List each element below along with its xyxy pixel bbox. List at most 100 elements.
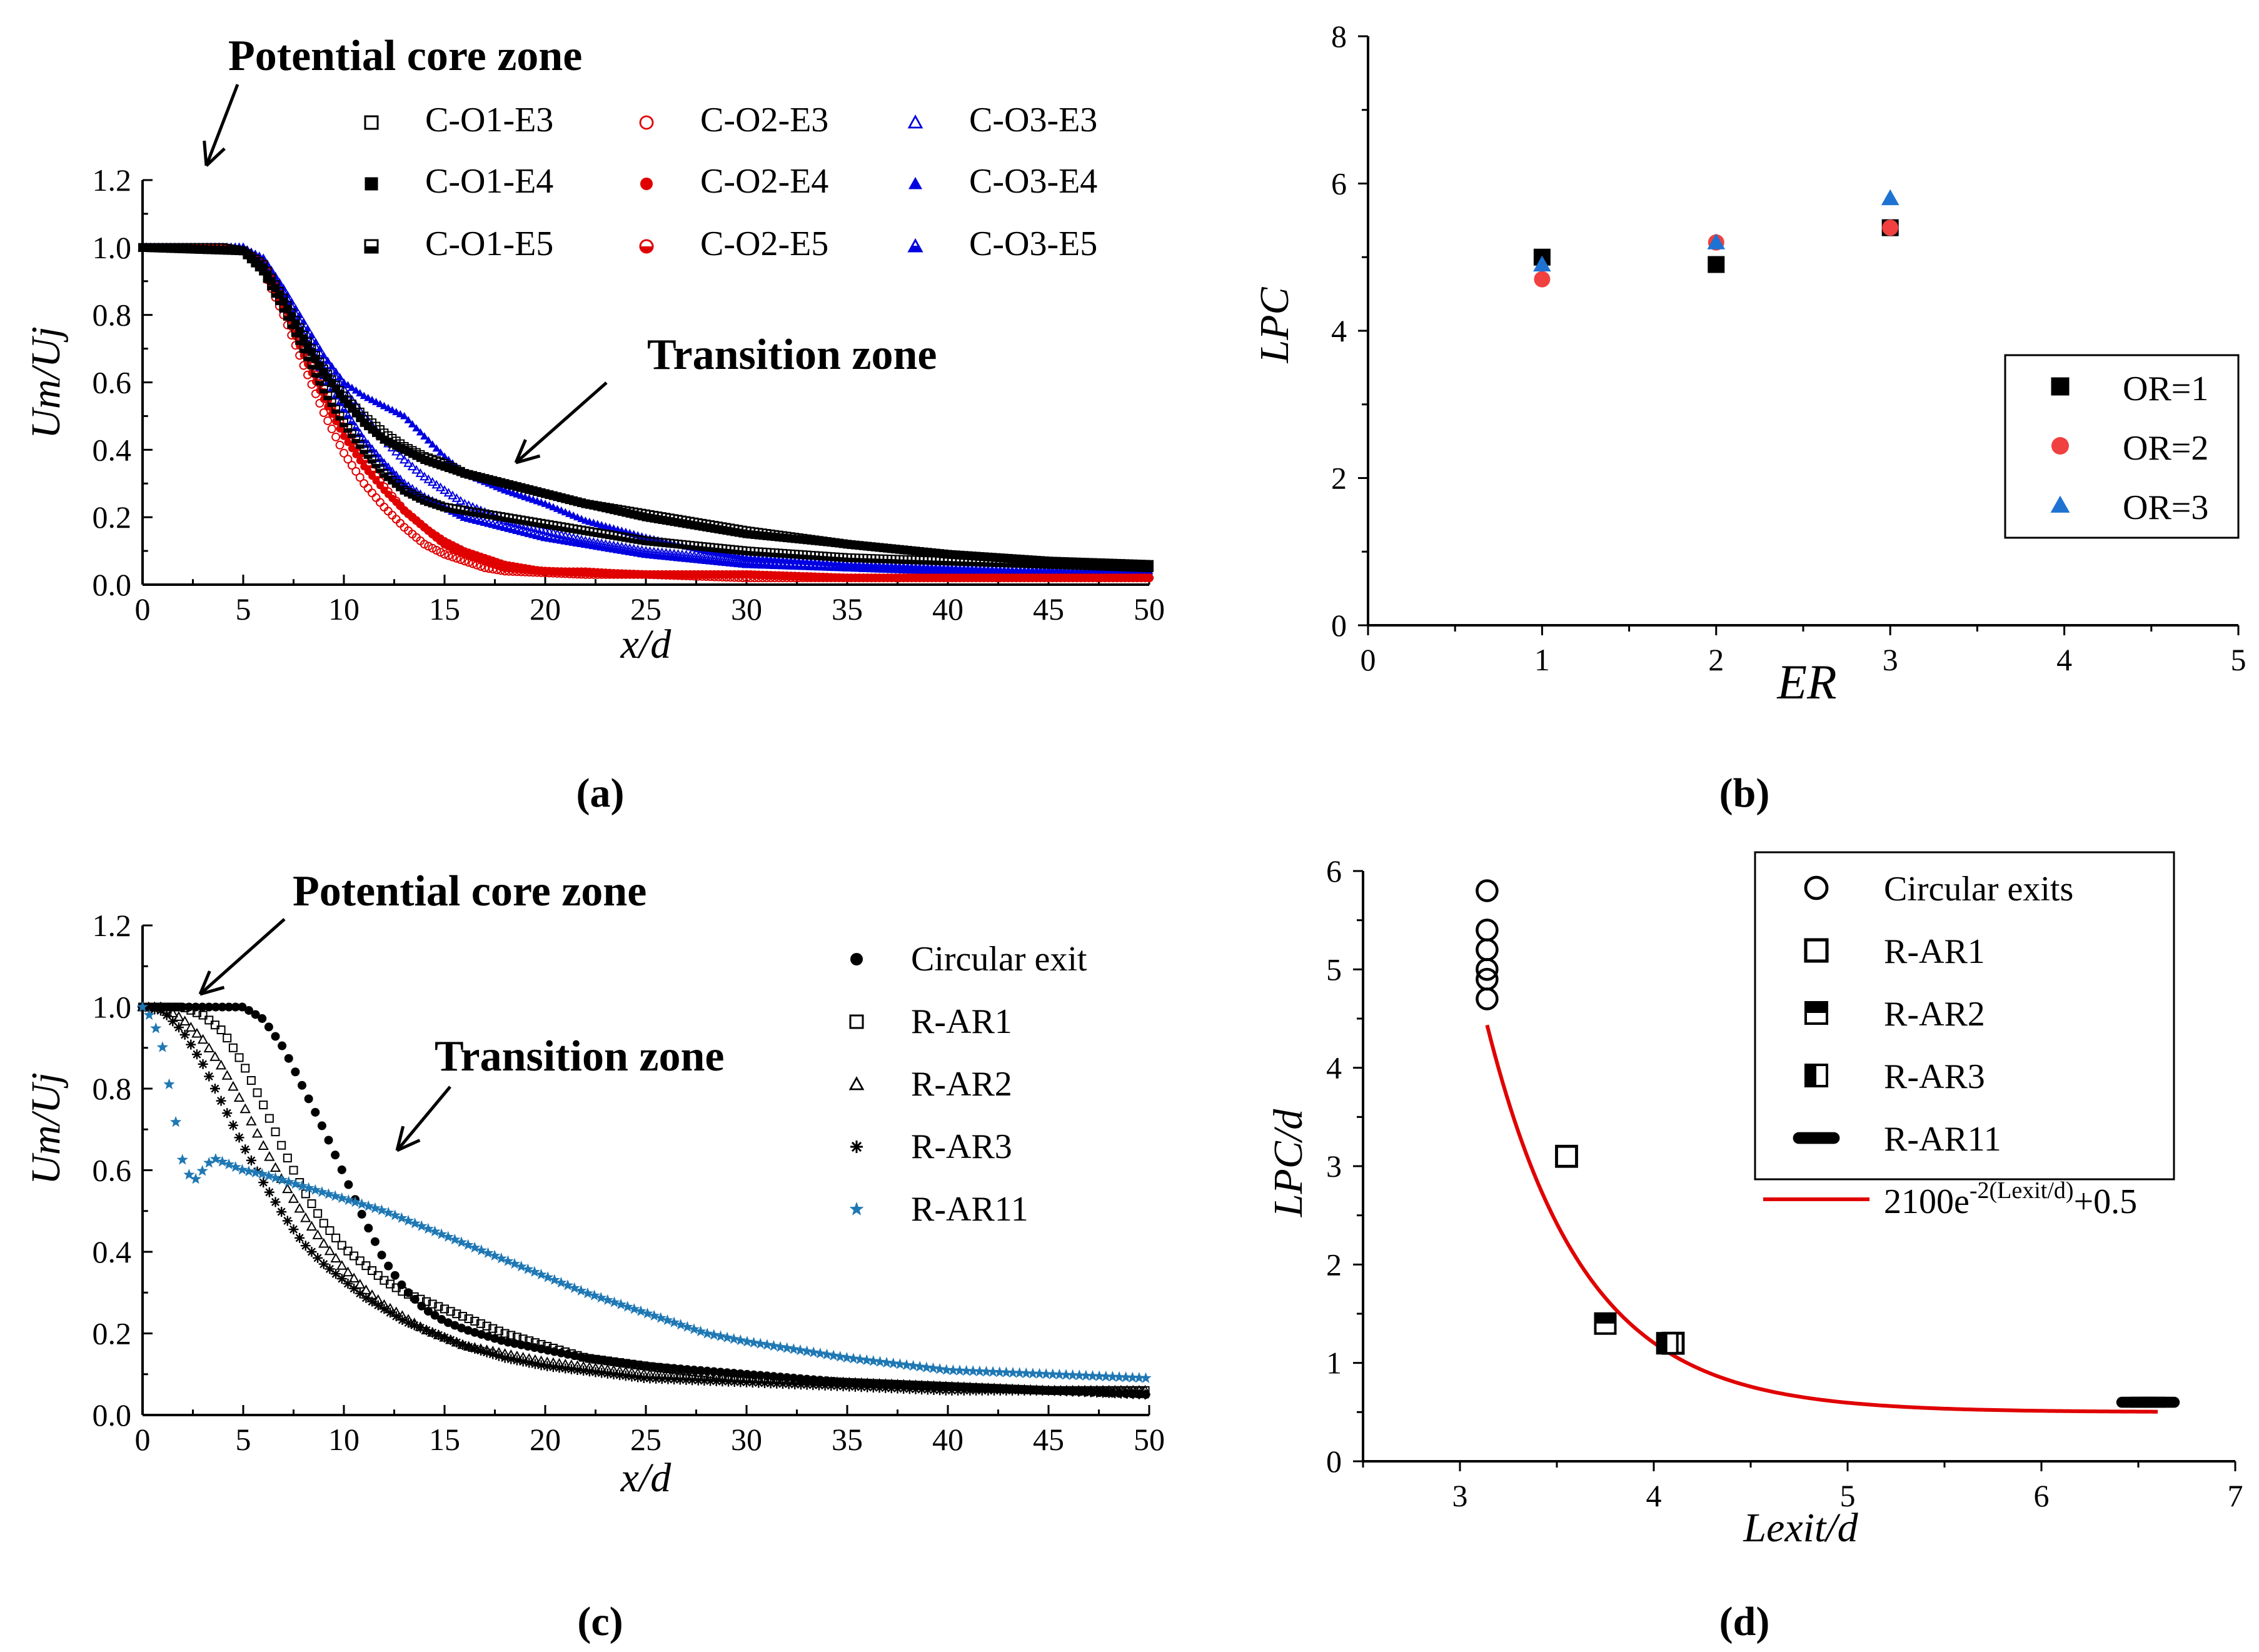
data-point (361, 1261, 371, 1271)
panel-c-chart: 0 5 10 15 20 25 30 35 40 45 50 0.0 0.2 0.4 0.6 0.8 1.0 1.… (23, 867, 1165, 1501)
data-point (455, 1236, 468, 1247)
data-point (736, 1369, 745, 1378)
data-point (1027, 1367, 1039, 1379)
data-point (351, 386, 360, 394)
data-point (995, 1384, 1004, 1393)
data-point (284, 1054, 293, 1063)
legend-item: C-O3-E4 (908, 162, 1097, 201)
data-point (403, 458, 413, 467)
data-point (1115, 1389, 1124, 1398)
data-point (376, 1204, 388, 1216)
data-point (402, 1214, 415, 1226)
data-point (234, 1132, 244, 1143)
data-point (603, 1356, 612, 1366)
data-point (417, 1301, 426, 1311)
data-point (967, 1365, 979, 1376)
data-point (670, 1364, 679, 1373)
y-tick-label: 6 (1326, 854, 1342, 889)
data-point (476, 1330, 486, 1339)
data-point (1014, 1367, 1025, 1378)
data-point (1075, 1387, 1084, 1396)
data-point (216, 1025, 226, 1035)
data-point (323, 1188, 335, 1199)
data-point (703, 1366, 712, 1376)
data-point (1002, 1384, 1011, 1394)
legend-marker (1804, 938, 1829, 963)
plot-area (136, 1000, 1152, 1400)
data-point (443, 1318, 453, 1327)
data-point (300, 1241, 311, 1251)
data-point (311, 338, 320, 345)
data-point (683, 1365, 692, 1374)
x-axis-label: Lexit/d (1743, 1505, 1858, 1551)
data-point (191, 1049, 202, 1060)
data-point (211, 1002, 220, 1012)
data-point (282, 1183, 293, 1194)
data-point (663, 1363, 672, 1372)
data-point (364, 1224, 373, 1233)
x-axis-label: ER (1776, 655, 1836, 709)
data-point (902, 1380, 911, 1389)
data-point (553, 1357, 565, 1368)
data-point (343, 455, 353, 464)
data-point (327, 424, 336, 433)
data-point (590, 1354, 599, 1364)
data-point (360, 1284, 372, 1294)
annotation-potential-core: Potential core zone (228, 32, 582, 80)
data-point (313, 1209, 323, 1218)
caption-c: (c) (577, 1599, 623, 1644)
legend-item: Circular exits (1804, 870, 2073, 909)
x-tick-label: 15 (429, 1422, 460, 1457)
data-point (1009, 1384, 1018, 1394)
y-tick-label: 0.8 (93, 1071, 132, 1106)
data-point (662, 1314, 673, 1326)
data-point (608, 1364, 620, 1375)
legend-label: C-O1-E5 (425, 224, 553, 263)
data-point (475, 1244, 488, 1256)
data-point (1067, 1369, 1079, 1381)
data-point (204, 1071, 214, 1082)
y-tick-label: 0.4 (93, 1234, 132, 1269)
data-point (316, 1186, 328, 1197)
data-point (156, 1041, 169, 1052)
data-point (151, 1002, 161, 1012)
data-point (464, 1314, 473, 1324)
data-point (702, 1327, 713, 1339)
y-tick-label: 0 (1331, 608, 1347, 643)
data-point (249, 1166, 261, 1178)
data-point (620, 1366, 631, 1376)
data-point (469, 1241, 481, 1253)
data-point (424, 541, 433, 551)
data-point (894, 1358, 906, 1369)
data-point (511, 1350, 523, 1361)
data-point (337, 1165, 346, 1174)
y-tick-label: 1 (1326, 1346, 1342, 1381)
data-point (564, 531, 575, 541)
data-point (440, 485, 450, 494)
data-point (975, 1383, 984, 1393)
data-point (228, 1080, 239, 1091)
x-tick-label: 20 (530, 592, 561, 627)
data-point (568, 532, 578, 541)
data-point (882, 1379, 892, 1389)
data-point (442, 1231, 454, 1242)
data-point (330, 1252, 341, 1263)
data-point (1034, 1367, 1045, 1379)
data-point (433, 1329, 445, 1339)
data-point (583, 1354, 592, 1363)
data-point (349, 1196, 361, 1207)
data-point (409, 1317, 420, 1327)
y-axis-label: Um/Uj (23, 326, 69, 439)
data-point (623, 1359, 632, 1368)
caption-a: (a) (576, 770, 625, 816)
data-point (1068, 1387, 1077, 1396)
legend-item: R-AR11 (849, 1190, 1029, 1229)
data-point (448, 552, 457, 562)
data-point (630, 1360, 639, 1369)
data-point (571, 1360, 583, 1371)
data-point (1881, 189, 1899, 206)
data-point (300, 1212, 311, 1222)
data-point (505, 1349, 516, 1359)
annotation-transition: Transition zone (435, 1032, 724, 1080)
data-point (827, 1349, 840, 1361)
